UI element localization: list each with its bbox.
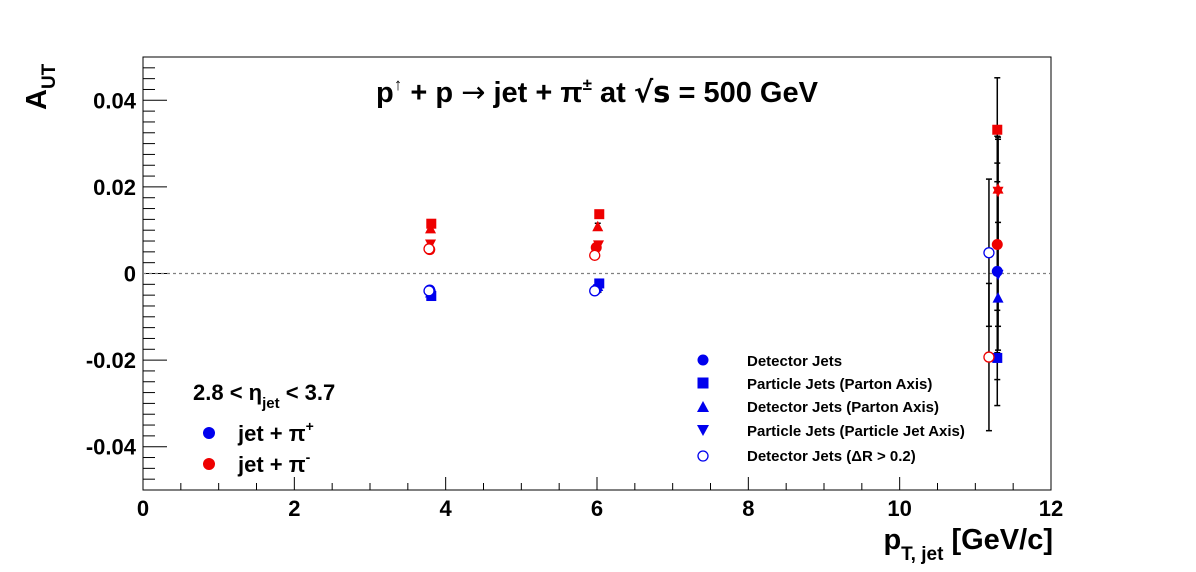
- x-tick-label: 2: [288, 496, 300, 521]
- y-tick-label: 0.04: [93, 88, 137, 113]
- marker-legend-label-3: Particle Jets (Particle Jet Axis): [747, 423, 965, 440]
- data-point-triangle-down: [992, 186, 1004, 198]
- x-tick-label: 12: [1039, 496, 1063, 521]
- y-axis-label-main: A: [21, 89, 53, 110]
- marker-legend-symbol-square: [697, 377, 709, 389]
- data-point-open-circle: [589, 285, 601, 297]
- data-point-square: [992, 124, 1003, 135]
- title-plus-p: + p: [402, 77, 461, 109]
- y-tick-label: 0.02: [93, 175, 136, 200]
- y-tick-label: -0.02: [86, 348, 136, 373]
- eta-cut-post: < 3.7: [280, 380, 336, 405]
- title-jet-pi: jet + π: [485, 77, 582, 109]
- title-at: at: [592, 77, 634, 109]
- y-axis-label-sub: UT: [39, 63, 60, 89]
- x-tick-label: 4: [440, 496, 453, 521]
- data-point-triangle-down: [992, 269, 1004, 281]
- x-axis-label-main: p: [883, 524, 901, 556]
- data-point-triangle-up: [992, 292, 1004, 303]
- charge-legend-marker-negative: [203, 458, 215, 470]
- title-energy: = 500 GeV: [670, 77, 818, 109]
- data-point-circle: [991, 238, 1003, 250]
- x-axis-label-sub: T, jet: [901, 544, 944, 565]
- x-tick-label: 10: [887, 496, 911, 521]
- chart-title: p↑ + p → jet + π± at √s = 500 GeV: [376, 75, 819, 109]
- charge-legend-entry-negative: jet + π-: [237, 449, 311, 477]
- data-point-square: [992, 352, 1003, 363]
- x-tick-label: 6: [591, 496, 603, 521]
- data-point-open-circle: [983, 247, 995, 259]
- title-spin-arrow: ↑: [394, 75, 403, 94]
- x-axis-label-unit: [GeV/c]: [943, 524, 1053, 556]
- marker-legend-label-0: Detector Jets: [747, 353, 842, 370]
- x-axis-ticks: [142, 477, 1052, 490]
- marker-legend: Detector Jets Particle Jets (Parton Axis…: [697, 353, 965, 465]
- eta-cut-label: 2.8 < ηjet < 3.7: [193, 380, 335, 412]
- charge-legend-marker-positive: [203, 427, 215, 439]
- marker-legend-label-2: Detector Jets (Parton Axis): [747, 399, 939, 416]
- x-axis-tick-labels: 0 2 4 6 8 10 12: [137, 496, 1063, 521]
- eta-cut-pre: 2.8 < η: [193, 380, 262, 405]
- x-tick-label: 8: [742, 496, 754, 521]
- charge-legend-label-negative: jet + π: [237, 452, 306, 477]
- charge-legend: jet + π+ jet + π-: [203, 418, 314, 477]
- data-point-square: [594, 209, 605, 220]
- data-point-open-circle: [423, 243, 435, 255]
- title-arrow: →: [461, 75, 485, 109]
- eta-cut-sub: jet: [261, 395, 280, 412]
- y-axis-label: AUT: [21, 63, 60, 110]
- x-axis-label: pT, jet [GeV/c]: [883, 524, 1053, 565]
- marker-legend-label-1: Particle Jets (Parton Axis): [747, 376, 932, 393]
- data-point-open-circle: [423, 285, 435, 297]
- data-point-triangle-up: [592, 220, 604, 232]
- data-point-triangle-up: [425, 222, 437, 234]
- charge-legend-sup-negative: -: [306, 449, 311, 465]
- y-tick-label: 0: [124, 262, 136, 287]
- data-point-triangle-down: [593, 240, 605, 251]
- title-sqrt-s: √s: [634, 75, 671, 109]
- data-markers: [423, 124, 1004, 363]
- marker-legend-label-4: Detector Jets (ΔR > 0.2): [747, 448, 916, 465]
- y-tick-label: -0.04: [86, 435, 137, 460]
- x-tick-label: 0: [137, 496, 149, 521]
- title-p: p: [376, 77, 394, 109]
- charge-legend-entry-positive: jet + π+: [237, 418, 314, 446]
- data-point-square: [426, 218, 437, 229]
- charge-legend-label-positive: jet + π: [237, 421, 306, 446]
- data-point-open-circle: [589, 249, 601, 261]
- marker-legend-symbol-circle: [697, 354, 709, 366]
- y-axis-tick-labels: -0.04 -0.02 0 0.02 0.04: [86, 88, 137, 459]
- marker-legend-symbol-triangle-up: [697, 401, 709, 412]
- data-point-open-circle: [983, 351, 995, 363]
- charge-legend-sup-positive: +: [306, 418, 314, 434]
- marker-legend-symbol-open-circle: [697, 450, 709, 462]
- title-pm: ±: [583, 75, 592, 94]
- marker-legend-symbol-triangle-down: [697, 425, 709, 436]
